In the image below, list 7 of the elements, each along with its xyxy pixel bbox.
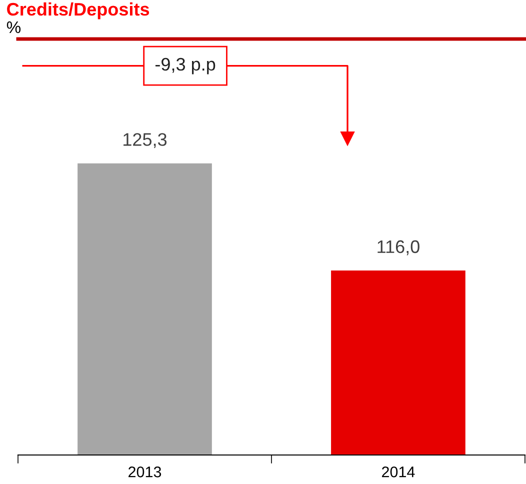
annotation: -9,3 p.p	[155, 58, 216, 74]
x-tick-label: 2013	[128, 466, 162, 478]
x-tick-label: 2014	[382, 466, 415, 478]
data-label: 125,3	[124, 133, 167, 148]
chart-title: Credits/Deposits	[7, 2, 150, 20]
data-label: 116,0	[378, 240, 420, 256]
chart-subtitle: %	[6, 21, 21, 34]
